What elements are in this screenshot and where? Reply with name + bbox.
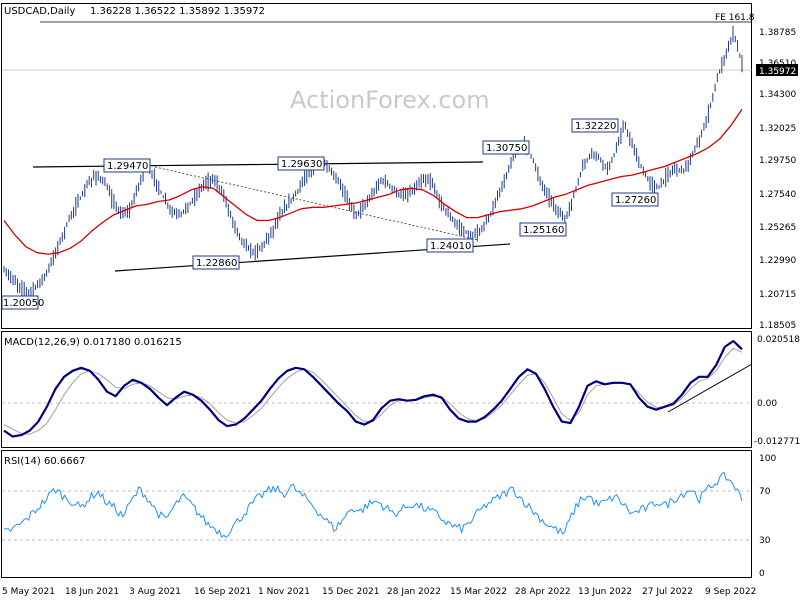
current-price-text: 1.35972 xyxy=(759,67,796,77)
svg-text:1.32220: 1.32220 xyxy=(575,121,616,132)
badge-1.24010: 1.24010 xyxy=(426,238,474,253)
chart-header-symbol: USDCAD,Daily xyxy=(4,6,75,17)
price-tick: 1.18505 xyxy=(759,321,796,331)
date-tick: 5 May 2021 xyxy=(2,587,55,597)
svg-text:1.29470: 1.29470 xyxy=(107,161,148,172)
price-tick: 1.27540 xyxy=(759,190,796,200)
date-tick: 1 Nov 2021 xyxy=(258,587,310,597)
price-tick: 1.34300 xyxy=(759,90,796,100)
date-tick: 27 Jul 2022 xyxy=(642,587,693,597)
macd-trendline xyxy=(667,363,753,413)
rsi-tick: 70 xyxy=(759,487,771,497)
svg-text:1.29630: 1.29630 xyxy=(281,159,322,170)
macd-tick: 0.00 xyxy=(757,399,777,409)
date-tick: 16 Sep 2021 xyxy=(194,587,251,597)
rsi-tick: 30 xyxy=(759,536,771,546)
badge-1.20050: 1.20050 xyxy=(1,295,44,310)
price-tick: 1.22990 xyxy=(759,256,796,266)
price-tick: 1.38785 xyxy=(759,28,796,38)
macd-lines xyxy=(3,339,743,438)
badge-1.29470: 1.29470 xyxy=(103,158,151,173)
svg-text:1.25160: 1.25160 xyxy=(523,225,564,236)
badge-1.32220: 1.32220 xyxy=(571,118,619,133)
date-tick: 28 Jan 2022 xyxy=(387,587,441,597)
badge-1.29630: 1.29630 xyxy=(277,156,325,171)
macd-panel xyxy=(1,331,752,448)
badge-1.30750: 1.30750 xyxy=(482,140,530,155)
moving-average-line xyxy=(3,108,743,255)
price-bars xyxy=(3,25,743,298)
svg-text:1.30750: 1.30750 xyxy=(486,143,527,154)
badge-1.25160: 1.25160 xyxy=(519,222,567,237)
macd-tick: 0.020518 xyxy=(757,335,800,345)
macd-tick: -0.012771 xyxy=(754,437,800,447)
date-tick: 28 Apr 2022 xyxy=(515,587,571,597)
rsi-tick: 0 xyxy=(759,569,765,579)
current-price-tag xyxy=(756,64,798,76)
badge-1.27260: 1.27260 xyxy=(611,192,659,207)
date-tick: 13 Jun 2022 xyxy=(578,587,632,597)
rsi-tick: 100 xyxy=(759,454,776,464)
date-tick: 3 Aug 2021 xyxy=(129,587,181,597)
price-tick: 1.29750 xyxy=(759,156,796,166)
svg-text:1.22860: 1.22860 xyxy=(196,258,237,269)
rsi-panel xyxy=(1,450,752,578)
date-tick: 9 Sep 2022 xyxy=(705,587,756,597)
date-tick: 15 Dec 2021 xyxy=(322,587,380,597)
price-tick: 1.20715 xyxy=(759,290,796,300)
chart-header-ohlc: 1.36228 1.36522 1.35892 1.35972 xyxy=(90,6,265,17)
dotted-trendline xyxy=(154,166,479,241)
rsi-label: RSI(14) 60.6667 xyxy=(4,456,85,467)
svg-text:1.27260: 1.27260 xyxy=(615,195,656,206)
badge-1.22860: 1.22860 xyxy=(192,255,240,270)
date-axis: 5 May 2021 18 Jun 2021 3 Aug 2021 16 Sep… xyxy=(2,587,756,597)
price-moving-average xyxy=(3,108,743,255)
price-tick: 1.25265 xyxy=(759,223,796,233)
fib-label: FE 161.8 xyxy=(715,13,755,23)
price-tick: 1.32025 xyxy=(759,124,796,134)
watermark: ActionForex.com xyxy=(290,86,490,114)
macd-label: MACD(12,26,9) 0.017180 0.016215 xyxy=(4,337,182,348)
rsi-line xyxy=(3,471,743,538)
svg-text:1.24010: 1.24010 xyxy=(430,241,471,252)
rsi-line-group xyxy=(3,471,743,538)
date-tick: 15 Mar 2022 xyxy=(450,587,507,597)
svg-text:1.20050: 1.20050 xyxy=(3,298,44,309)
date-tick: 18 Jun 2021 xyxy=(65,587,119,597)
macd-main-line xyxy=(3,339,743,438)
